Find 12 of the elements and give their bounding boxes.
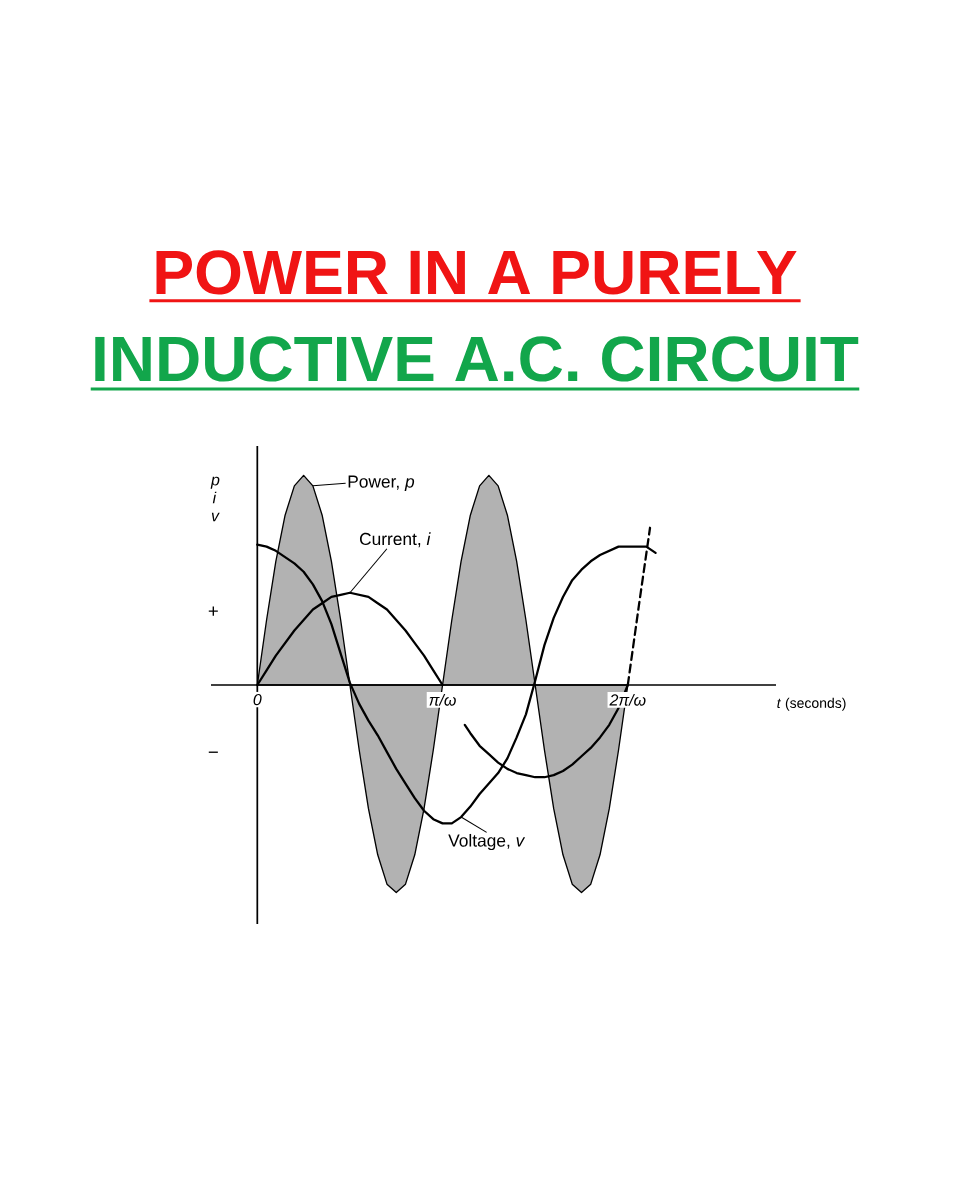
- x-tick-label: 0: [253, 693, 262, 706]
- y-axis-title: p i v: [210, 476, 220, 522]
- annotation: −: [208, 751, 218, 753]
- x-tick-label: 2π/ω: [609, 693, 646, 706]
- x-tick-label: π/ω: [429, 693, 456, 706]
- series-label: Voltage, v: [448, 833, 526, 851]
- annotation: +: [208, 606, 218, 616]
- x-axis-title: t (seconds): [777, 697, 846, 711]
- legend-label: Power, p: [348, 475, 415, 492]
- text: Current, i: [359, 532, 431, 548]
- chart-title: POWER IN A PURELY: [156, 250, 797, 295]
- chart-subtitle: INDUCTIVE A.C. CIRCUIT: [95, 336, 859, 382]
